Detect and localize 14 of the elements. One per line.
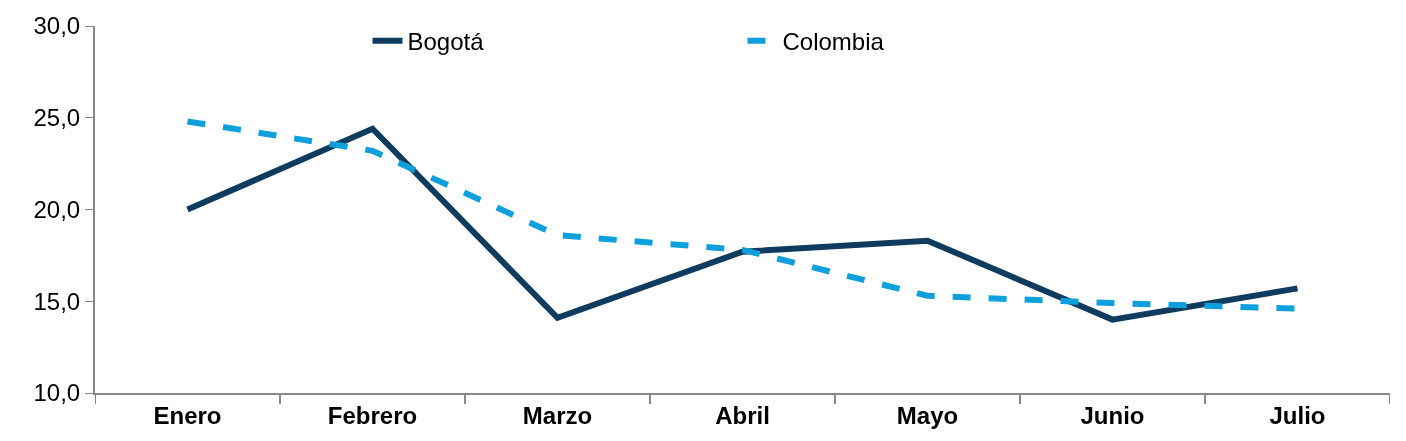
y-tick-label: 15,0 [33, 287, 81, 315]
x-tick-label: Julio [1269, 401, 1326, 429]
y-tick-label: 20,0 [33, 195, 81, 223]
legend-label: Bogotá [407, 28, 485, 56]
x-tick-label: Marzo [522, 401, 593, 429]
x-tick-label: Junio [1080, 401, 1145, 429]
y-tick-label: 10,0 [33, 379, 81, 407]
x-tick-label: Mayo [896, 401, 959, 429]
y-tick-label: 25,0 [33, 104, 81, 132]
x-tick-label: Abril [715, 401, 770, 429]
x-tick-label: Febrero [327, 401, 418, 429]
y-tick-label: 30,0 [33, 12, 81, 40]
x-tick-label: Enero [153, 401, 222, 429]
legend-label: Colombia [782, 28, 885, 56]
